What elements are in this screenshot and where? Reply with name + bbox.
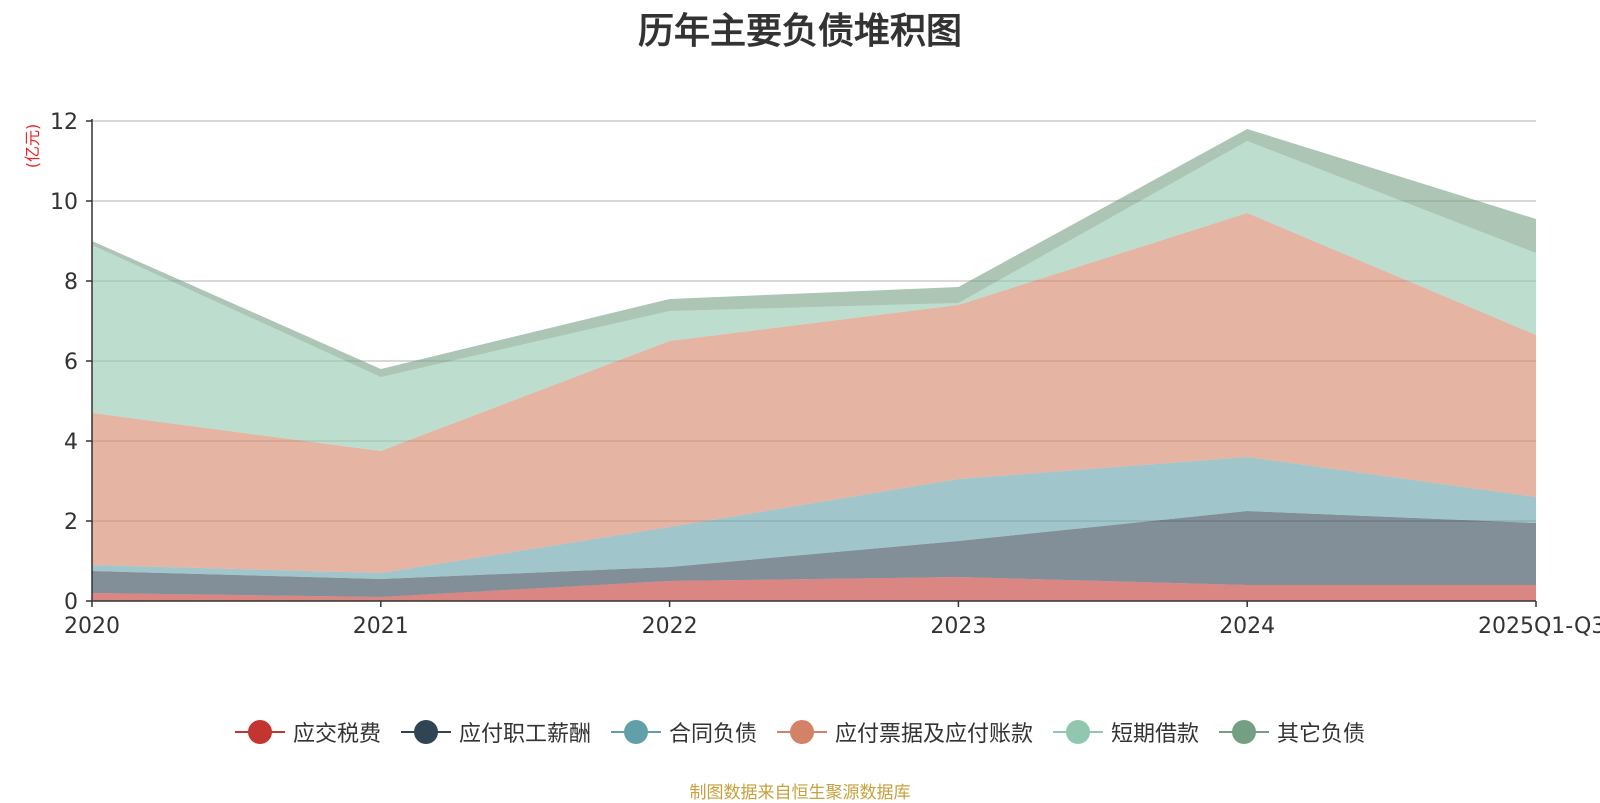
y-tick-label: 2 [64, 510, 78, 535]
x-tick-label: 2023 [930, 614, 986, 639]
y-tick-label: 0 [64, 590, 78, 615]
legend-marker-icon [777, 720, 827, 744]
legend-label: 其它负债 [1277, 722, 1366, 747]
legend-marker-icon [234, 720, 285, 744]
legend-marker-icon [400, 720, 451, 744]
area-1 [92, 577, 1536, 601]
chart-title: 历年主要负债堆积图 [637, 11, 962, 52]
legend-marker-icon [1219, 720, 1270, 744]
legend-label: 短期借款 [1111, 722, 1200, 747]
area-3 [92, 457, 1536, 579]
x-tick-label: 2025Q1-Q3 [1478, 614, 1600, 639]
x-tick-label: 2024 [1219, 614, 1275, 639]
legend-item[interactable]: 应付票据及应付账款 [777, 716, 1033, 748]
area-series [92, 129, 1536, 601]
legend-marker-icon [610, 720, 661, 744]
area-5 [92, 141, 1536, 451]
source-note: 制图数据来自恒生聚源数据库 [689, 783, 911, 803]
legend-item[interactable]: 短期借款 [1053, 716, 1199, 748]
x-tick-label: 2021 [353, 614, 409, 639]
area-4 [92, 213, 1536, 573]
legend-item[interactable]: 合同负债 [610, 716, 757, 748]
legend-item[interactable]: 其它负债 [1219, 716, 1365, 748]
y-tick-label: 8 [64, 270, 78, 295]
legend: 应交税费 应付职工薪酬 合同负债 应付票据及应付账款 短期借款 其它负债 [0, 716, 1600, 748]
x-tick-label: 2020 [64, 614, 120, 639]
y-axis-unit-label: (亿元) [23, 124, 42, 169]
y-tick-label: 4 [64, 430, 78, 455]
legend-item[interactable]: 应付职工薪酬 [400, 716, 591, 748]
legend-marker-icon [1053, 720, 1104, 744]
legend-label: 合同负债 [668, 722, 757, 747]
legend-item[interactable]: 应交税费 [234, 716, 381, 748]
legend-label: 应交税费 [292, 722, 381, 747]
y-tick-label: 12 [50, 110, 78, 135]
y-tick-label: 6 [64, 350, 78, 375]
legend-label: 应付票据及应付账款 [835, 722, 1034, 747]
legend-label: 应付职工薪酬 [458, 722, 591, 747]
y-tick-label: 10 [50, 190, 78, 215]
x-tick-label: 2022 [642, 614, 698, 639]
axes: 0 2 4 6 8 10 12 2020 2021 2022 2023 2024 2025Q1-Q3 [50, 110, 1600, 639]
